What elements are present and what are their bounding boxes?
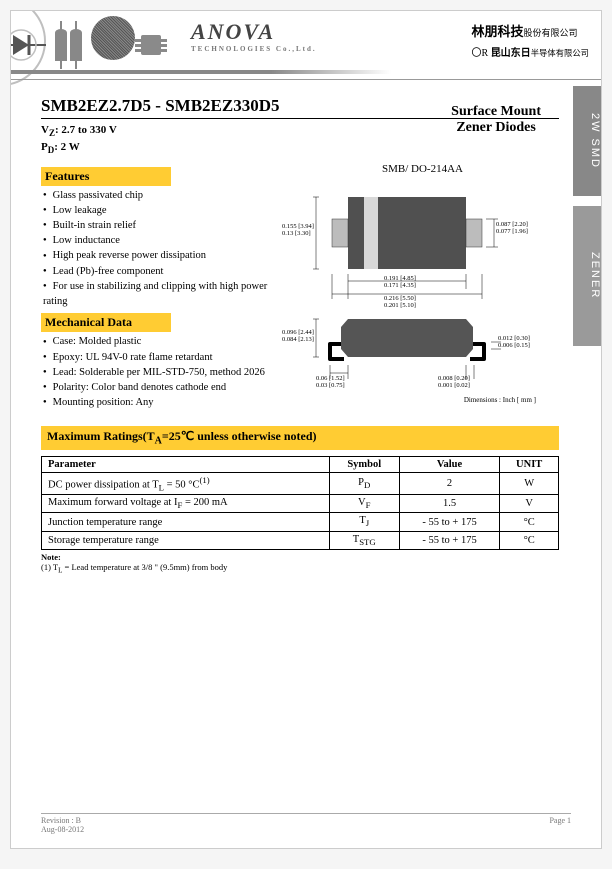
company-cn: 林朋科技股份有限公司 〇R 昆山东日半导体有限公司 [472,21,589,59]
dim-lead-t: 0.012 [0.30] 0.006 [0.15] [498,335,530,349]
dim-foot: 0.06 [1.52] 0.03 [0.75] [316,375,345,389]
diode-icon [11,29,46,61]
package-diagram: 0.155 [3.94] 0.13 [3.30] 0.087 [2.20] 0.… [286,179,536,409]
product-type: Surface Mount Zener Diodes [451,104,541,136]
cell-symbol: TSTG [329,531,399,549]
mechdata-item: Epoxy: UL 94V-0 rate flame retardant [43,350,276,365]
col-value: Value [399,456,500,472]
pd-spec: PD: 2 W [41,140,559,157]
dim-lead-w: 0.087 [2.20] 0.077 [1.96] [496,221,528,235]
header-bar [11,70,601,74]
header: ANOVA TECHNOLOGIES Co.,Ltd. 林朋科技股份有限公司 〇… [11,11,601,86]
capacitor-icon [51,21,86,69]
wafer-icon [91,16,135,60]
cell-value: - 55 to + 175 [399,531,500,549]
dim-units-note: Dimensions : Inch [ mm ] [464,397,536,405]
feature-item: For use in stabilizing and clipping with… [43,279,276,309]
cell-unit: °C [500,513,559,531]
cell-symbol: TJ [329,513,399,531]
col-unit: UNIT [500,456,559,472]
mechdata-header: Mechanical Data [41,313,171,332]
col-parameter: Parameter [42,456,330,472]
mechdata-list: Case: Molded plasticEpoxy: UL 94V-0 rate… [41,334,276,410]
right-column: SMB/ DO-214AA [286,163,559,411]
content: SMB2EZ2.7D5 - SMB2EZ330D5 Surface Mount … [11,86,601,584]
cell-unit: °C [500,531,559,549]
mechdata-item: Lead: Solderable per MIL-STD-750, method… [43,365,276,380]
features-list: Glass passivated chipLow leakageBuilt-in… [41,188,276,310]
cell-parameter: Junction temperature range [42,513,330,531]
cell-value: 2 [399,472,500,495]
feature-item: Low inductance [43,233,276,248]
table-header-row: Parameter Symbol Value UNIT [42,456,559,472]
cell-symbol: PD [329,472,399,495]
logo-subtitle: TECHNOLOGIES Co.,Ltd. [191,45,317,53]
footer: Revision : B Aug-08-2012 Page 1 [41,813,571,834]
feature-item: Glass passivated chip [43,188,276,203]
feature-item: Built-in strain relief [43,218,276,233]
mechdata-item: Case: Molded plastic [43,334,276,349]
table-row: Storage temperature rangeTSTG- 55 to + 1… [42,531,559,549]
two-column: Features Glass passivated chipLow leakag… [41,163,559,411]
dim-body-h: 0.155 [3.94] 0.13 [3.30] [282,223,314,237]
footer-page: Page 1 [549,816,571,834]
chip-icon [141,35,161,55]
table-row: Junction temperature rangeTJ- 55 to + 17… [42,513,559,531]
dim-body-w: 0.096 [2.44] 0.084 [2.13] [282,329,314,343]
cell-parameter: Maximum forward voltage at IF = 200 mA [42,495,330,513]
cell-value: 1.5 [399,495,500,513]
table-row: DC power dissipation at TL = 50 °C(1)PD2… [42,472,559,495]
dim-total-l: 0.216 [5.50] 0.201 [5.10] [384,295,416,309]
cell-unit: W [500,472,559,495]
footer-left: Revision : B Aug-08-2012 [41,816,84,834]
dim-body-l: 0.191 [4.85] 0.171 [4.35] [384,275,416,289]
dim-standoff: 0.008 [0.20] 0.001 [0.02] [438,375,470,389]
cell-symbol: VF [329,495,399,513]
ratings-table: Parameter Symbol Value UNIT DC power dis… [41,456,559,550]
cell-parameter: Storage temperature range [42,531,330,549]
features-header: Features [41,167,171,186]
table-row: Maximum forward voltage at IF = 200 mAVF… [42,495,559,513]
cell-value: - 55 to + 175 [399,513,500,531]
note-header: Note: [41,552,61,562]
mechdata-item: Mounting position: Any [43,395,276,410]
col-symbol: Symbol [329,456,399,472]
feature-item: Low leakage [43,203,276,218]
ratings-header: Maximum Ratings(TA=25℃ unless otherwise … [41,426,559,449]
left-column: Features Glass passivated chipLow leakag… [41,163,276,411]
cn-line-2: 〇R 昆山东日半导体有限公司 [472,44,589,59]
header-rule [11,79,601,80]
notes: Note: (1) TL = Lead temperature at 3/8 "… [41,552,559,575]
logo-text: ANOVA [191,19,317,45]
page: ANOVA TECHNOLOGIES Co.,Ltd. 林朋科技股份有限公司 〇… [10,10,602,849]
mechdata-item: Polarity: Color band denotes cathode end [43,380,276,395]
feature-item: High peak reverse power dissipation [43,248,276,263]
package-label: SMB/ DO-214AA [286,163,559,175]
cn-line-1: 林朋科技股份有限公司 [472,21,589,40]
feature-item: Lead (Pb)-free component [43,264,276,279]
cell-unit: V [500,495,559,513]
company-logo: ANOVA TECHNOLOGIES Co.,Ltd. [191,19,317,53]
cell-parameter: DC power dissipation at TL = 50 °C(1) [42,472,330,495]
